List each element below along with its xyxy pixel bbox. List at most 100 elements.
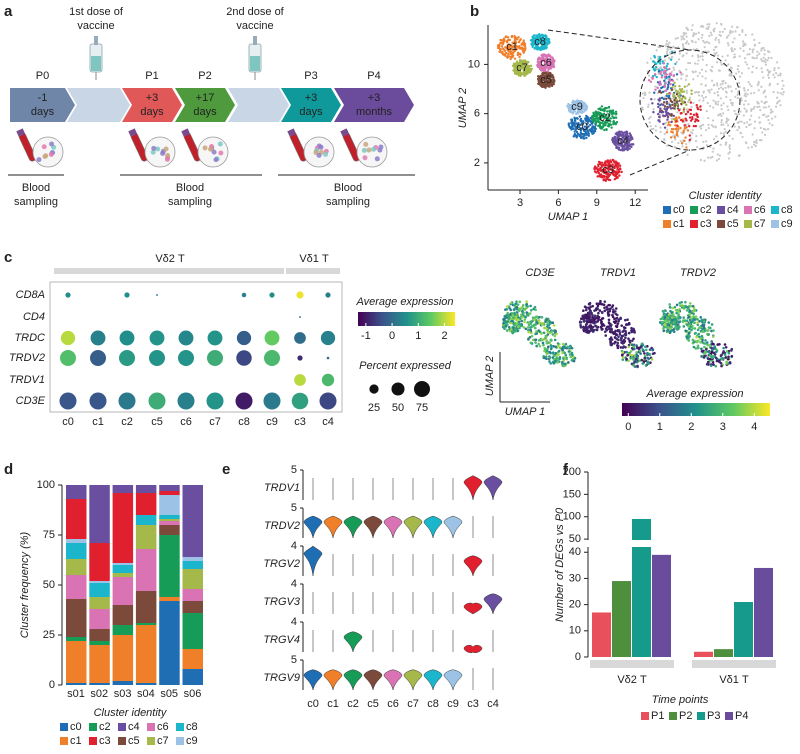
background-cell: [699, 55, 702, 58]
feature-cell: [638, 349, 642, 353]
background-cell: [725, 95, 728, 99]
feature-cell: [691, 319, 695, 322]
zoom-cell: [675, 73, 679, 76]
background-cell: [665, 52, 668, 55]
feature-cell: [534, 308, 537, 312]
feature-cell: [716, 343, 720, 346]
feature-cell: [520, 319, 523, 323]
umap-cell: [514, 38, 518, 41]
feature-cell: [617, 319, 620, 323]
zoom-cell: [664, 69, 668, 73]
zoom-cell: [664, 81, 667, 85]
background-cell: [704, 95, 707, 99]
umap-cell: [618, 130, 621, 133]
feature-cell: [678, 301, 681, 305]
background-cell: [694, 70, 697, 73]
feature-cell: [582, 309, 585, 313]
feature-cell: [644, 364, 648, 367]
background-cell: [678, 52, 681, 55]
background-cell: [686, 40, 689, 43]
feature-cell: [727, 355, 730, 359]
background-cell: [743, 122, 746, 125]
bar-segment: [112, 493, 134, 563]
feature-cell: [526, 326, 530, 329]
umap-cell: [587, 134, 591, 137]
feature-cell: [688, 309, 692, 313]
background-cell: [707, 116, 710, 120]
background-cell: [736, 25, 739, 29]
zoom-cell: [672, 114, 675, 118]
tube-cap: [16, 128, 26, 137]
umap-cell: [587, 132, 591, 135]
feature-cell: [727, 349, 731, 353]
background-cell: [763, 49, 766, 52]
umap-cell: [544, 34, 547, 37]
feature-cell: [523, 318, 527, 321]
feature-cell: [684, 304, 687, 308]
zoom-cell: [659, 83, 663, 86]
background-cell: [756, 102, 759, 105]
feature-cell: [612, 311, 615, 314]
background-cell: [742, 49, 745, 52]
umap-cell: [628, 138, 631, 141]
dot: [236, 330, 252, 346]
background-cell: [665, 121, 668, 124]
background-cell: [715, 135, 718, 138]
zoom-cell: [671, 128, 675, 131]
feature-cell: [545, 357, 548, 361]
zoom-cell: [682, 131, 685, 134]
feature-cell: [703, 350, 707, 354]
feature-cell: [504, 324, 508, 328]
zoom-cell: [680, 90, 683, 93]
umap-cell: [522, 43, 526, 47]
feature-cell: [705, 362, 709, 366]
feature-cell: [515, 305, 519, 309]
background-cell: [725, 36, 728, 39]
feature-cell: [682, 316, 685, 319]
umap-cell: [510, 56, 513, 59]
colorbar-tick-label: 1: [415, 330, 421, 342]
background-cell: [736, 128, 739, 132]
background-cell: [649, 57, 652, 60]
umap-cell: [604, 115, 607, 119]
legend-swatch: [744, 220, 752, 228]
cell: [150, 149, 156, 155]
background-cell: [718, 41, 721, 44]
feature-cell: [621, 342, 625, 345]
x-tick-label: c2: [121, 416, 133, 428]
background-cell: [733, 55, 737, 59]
umap-cell: [571, 112, 575, 115]
zoom-cell: [660, 86, 663, 90]
background-cell: [688, 96, 692, 99]
background-cell: [685, 108, 689, 111]
umap-cell: [540, 53, 544, 57]
zoom-cell: [684, 112, 688, 116]
umap-cell: [523, 66, 526, 70]
feature-cell: [615, 325, 619, 329]
zoom-cell: [672, 117, 676, 121]
background-cell: [722, 102, 725, 105]
cell: [164, 156, 170, 162]
bar-segment: [135, 493, 157, 515]
zoom-cell: [665, 109, 668, 112]
background-cell: [688, 61, 692, 65]
feature-cell: [526, 313, 530, 316]
feature-cell: [682, 325, 686, 328]
zoom-cell: [696, 106, 699, 109]
umap-cell: [597, 163, 600, 166]
violin: [363, 515, 383, 539]
feature-cell: [626, 353, 629, 357]
umap-cell: [537, 42, 540, 45]
umap-cell: [507, 52, 510, 55]
bar-segment: [89, 609, 110, 629]
umap-cell: [547, 85, 550, 88]
feature-cell: [579, 320, 582, 324]
background-cell: [675, 60, 678, 64]
bar-segment: [112, 577, 134, 605]
feature-cell: [527, 323, 531, 327]
umap-cell: [582, 128, 585, 131]
umap-cell: [591, 115, 594, 118]
feature-cell: [696, 328, 700, 332]
x-tick-label: Vδ2 T: [617, 674, 647, 686]
umap-cell: [542, 42, 546, 45]
